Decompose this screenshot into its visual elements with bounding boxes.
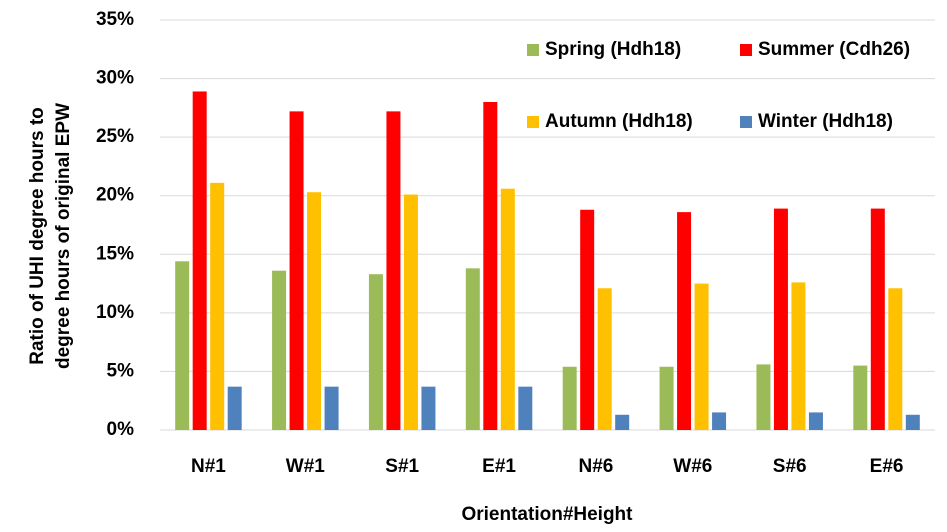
bar xyxy=(615,414,630,430)
bar xyxy=(500,188,515,430)
bar xyxy=(518,386,533,430)
bar xyxy=(210,182,225,430)
bar xyxy=(386,111,401,430)
bar xyxy=(483,102,498,430)
bar xyxy=(756,364,771,430)
y-tick-label: 30% xyxy=(96,68,134,89)
y-axis-title: Ratio of UHI degree hours to xyxy=(27,107,48,365)
bar xyxy=(289,111,304,430)
x-tick-label: N#6 xyxy=(579,456,614,477)
legend-swatch xyxy=(740,44,752,56)
bar xyxy=(562,366,577,430)
bar xyxy=(421,386,436,430)
x-tick-label: W#1 xyxy=(286,456,326,477)
y-tick-label: 35% xyxy=(96,9,134,30)
bar xyxy=(465,268,480,430)
bar xyxy=(580,209,595,430)
legend-swatch xyxy=(527,44,539,56)
bar xyxy=(870,208,885,430)
bar xyxy=(659,366,674,430)
x-tick-label: E#6 xyxy=(870,456,904,477)
y-tick-label: 0% xyxy=(107,419,135,440)
x-tick-label: E#1 xyxy=(482,456,516,477)
x-axis-title: Orientation#Height xyxy=(461,504,633,525)
y-tick-label: 20% xyxy=(96,185,134,206)
bar xyxy=(773,208,788,430)
legend-label: Autumn (Hdh18) xyxy=(545,111,693,132)
legend-label: Summer (Cdh26) xyxy=(758,39,910,60)
bar xyxy=(272,270,287,430)
x-tick-label: W#6 xyxy=(673,456,712,477)
x-tick-label: S#6 xyxy=(773,456,807,477)
x-tick-label: S#1 xyxy=(385,456,419,477)
y-tick-label: 5% xyxy=(107,360,135,381)
legend-swatch xyxy=(527,116,539,128)
bar xyxy=(368,274,383,430)
bar xyxy=(905,414,920,430)
y-tick-label: 15% xyxy=(96,243,134,264)
bar xyxy=(694,283,709,430)
bar xyxy=(677,212,692,430)
bar xyxy=(324,386,339,430)
bar xyxy=(791,282,806,430)
bar xyxy=(808,412,823,430)
bar xyxy=(888,288,903,430)
bar xyxy=(597,288,612,430)
bar xyxy=(227,386,242,430)
bar xyxy=(853,365,868,430)
bar xyxy=(712,412,727,430)
bar xyxy=(175,261,190,430)
y-tick-label: 25% xyxy=(96,126,134,147)
legend-label: Spring (Hdh18) xyxy=(545,39,681,60)
legend-label: Winter (Hdh18) xyxy=(758,111,893,132)
legend-swatch xyxy=(740,116,752,128)
bar xyxy=(403,194,418,430)
x-tick-label: N#1 xyxy=(191,456,226,477)
y-tick-label: 10% xyxy=(96,302,134,323)
y-axis-title: degree hours of original EPW xyxy=(53,103,74,369)
bar xyxy=(192,91,207,430)
bar xyxy=(307,192,322,430)
